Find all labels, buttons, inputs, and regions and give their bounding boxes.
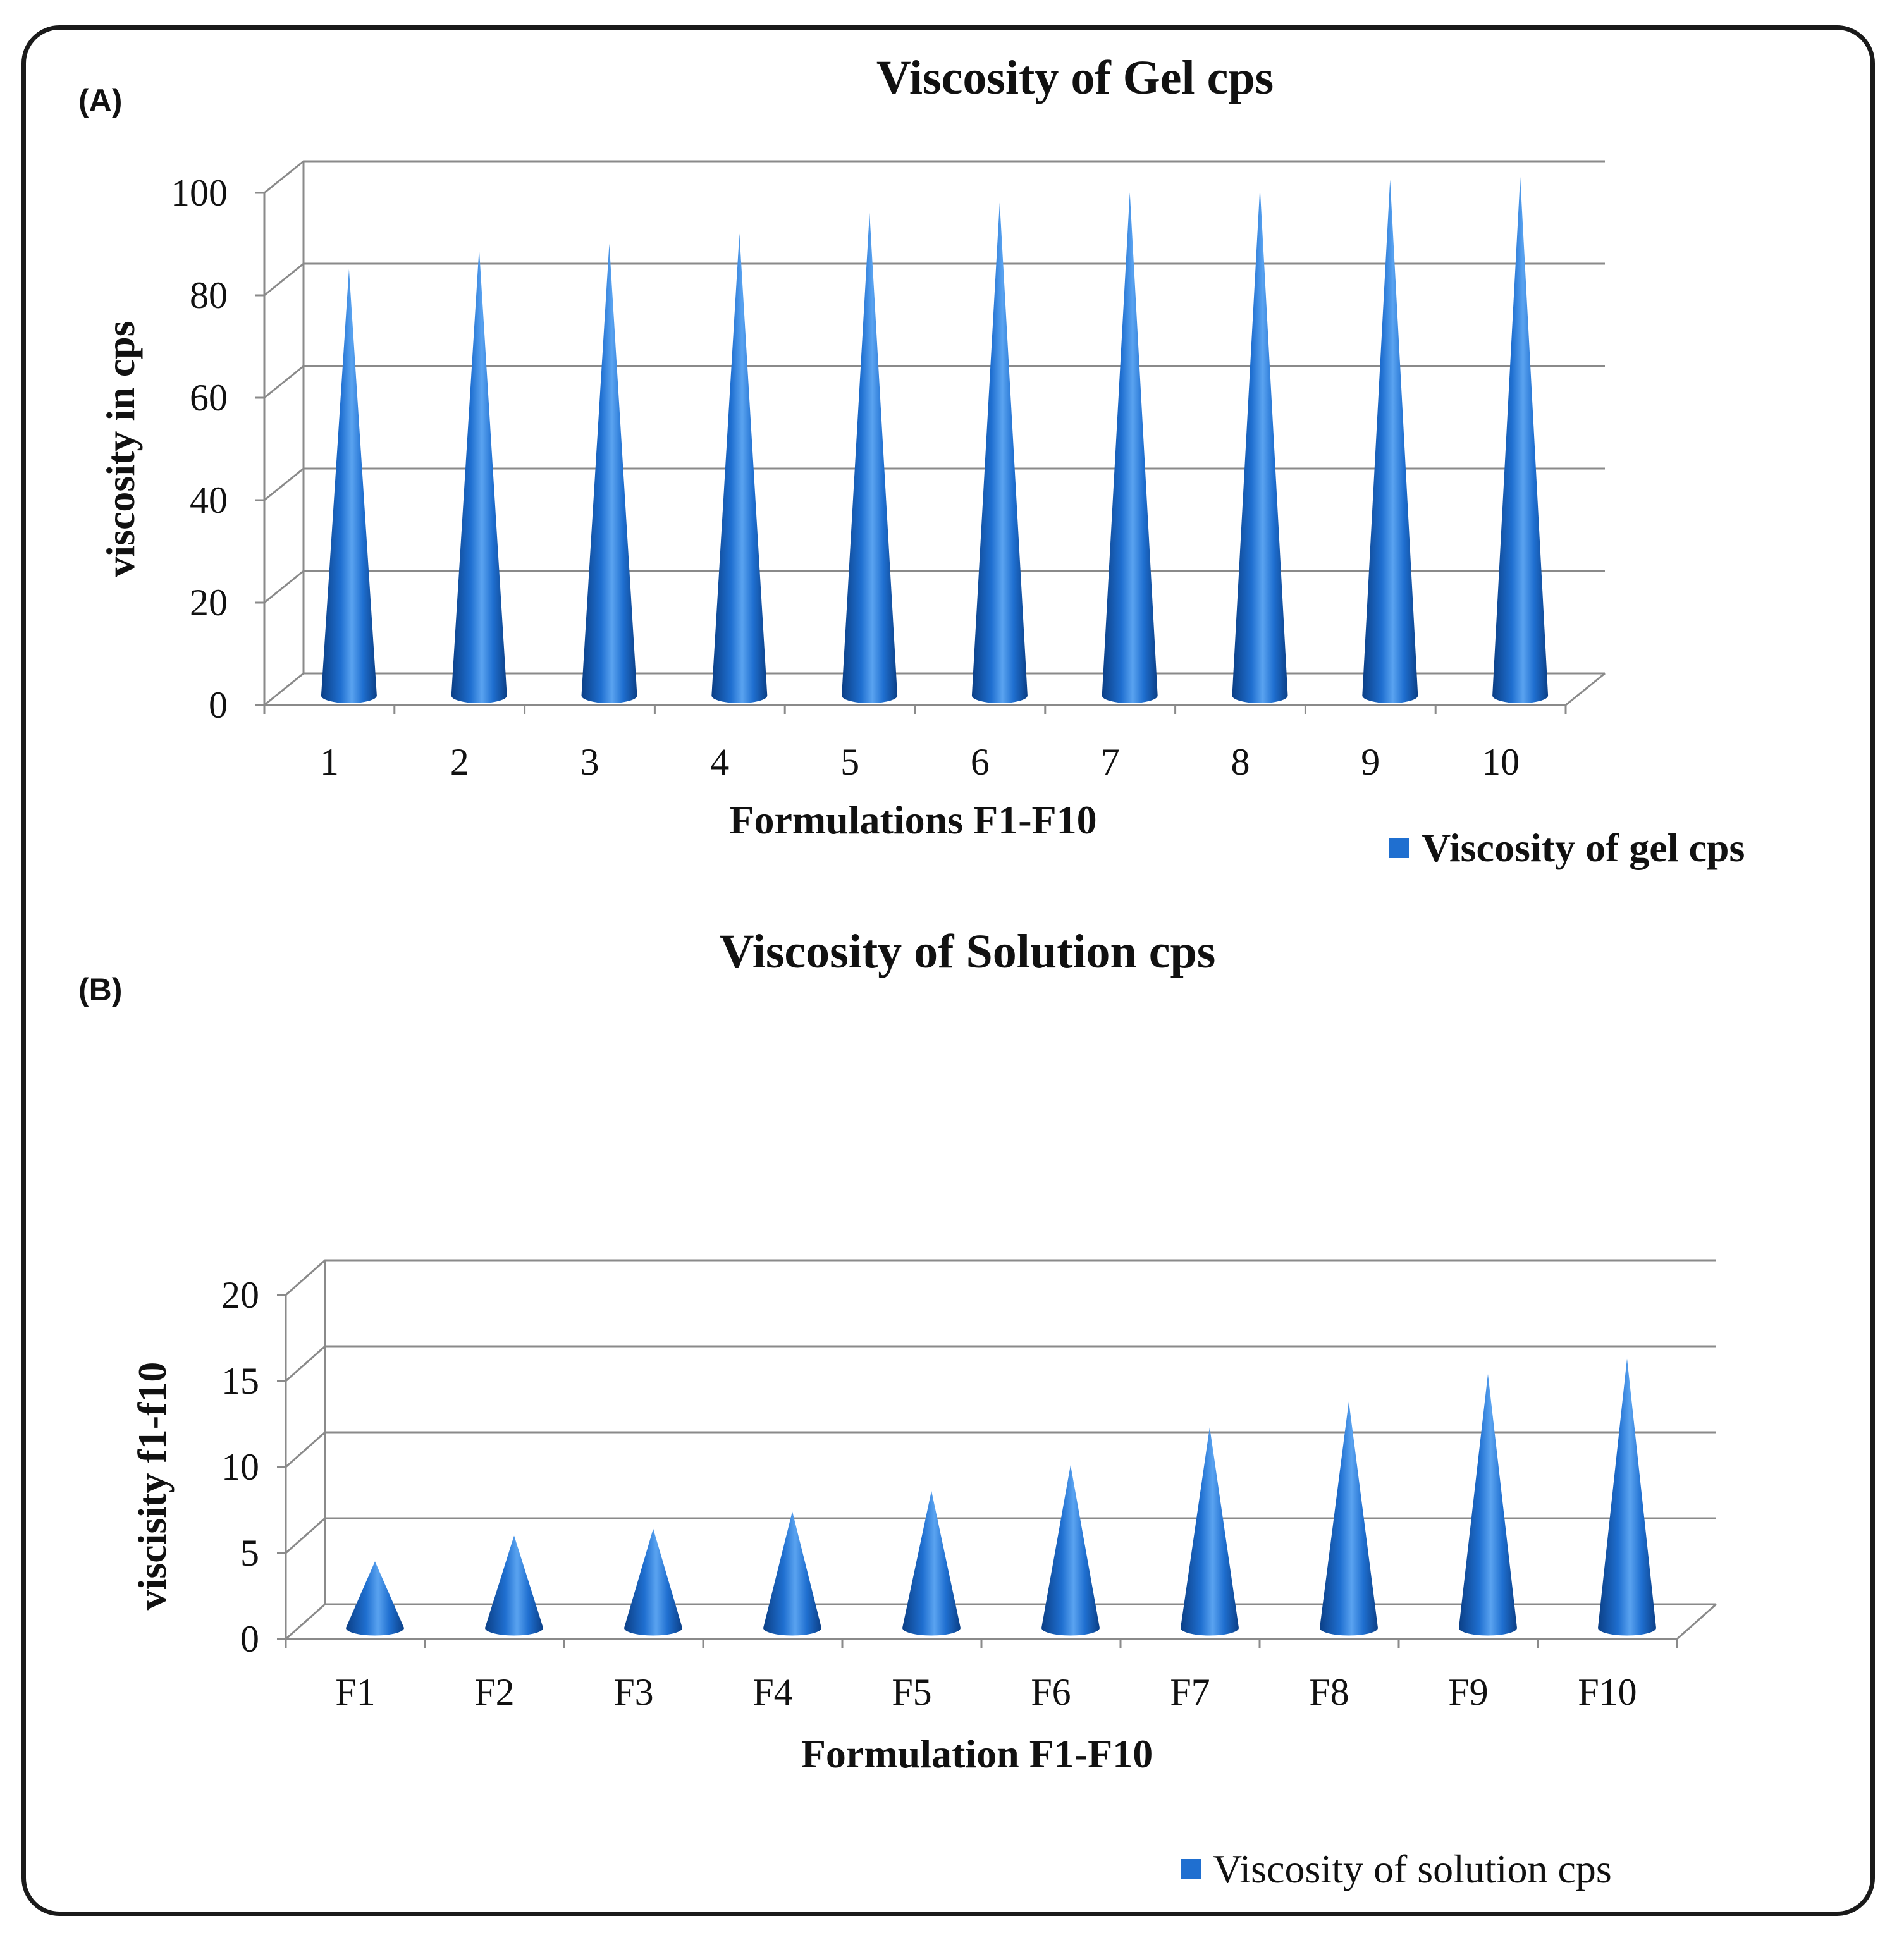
panel-a-legend-label: Viscosity of gel cps bbox=[1422, 825, 1745, 870]
y-tick-label: 40 bbox=[190, 479, 228, 521]
x-tick-label: F1 bbox=[335, 1671, 375, 1713]
panel-b-y-ticks: 0 5 10 15 20 bbox=[221, 1274, 259, 1660]
gridline bbox=[285, 1431, 1716, 1468]
panel-b-label: (B) bbox=[78, 972, 122, 1007]
y-tick-label: 20 bbox=[190, 582, 228, 623]
x-tick-label: 2 bbox=[450, 741, 469, 783]
cone-bar bbox=[1320, 1401, 1378, 1636]
cone-bar bbox=[321, 269, 377, 703]
cone-bar bbox=[902, 1490, 961, 1636]
panel-a-legend: Viscosity of gel cps bbox=[1389, 825, 1745, 870]
cone-bar bbox=[971, 202, 1028, 703]
cone-bar bbox=[1492, 177, 1549, 703]
x-tick-label: 6 bbox=[971, 741, 990, 783]
cone-bar bbox=[1102, 192, 1158, 703]
panel-b-legend: Viscosity of solution cps bbox=[1181, 1846, 1612, 1891]
y-tick-label: 5 bbox=[240, 1532, 259, 1574]
x-tick-label: F8 bbox=[1309, 1671, 1349, 1713]
gridline bbox=[264, 160, 1605, 194]
cone-bar bbox=[1598, 1358, 1656, 1636]
panel-a-legend-swatch bbox=[1389, 838, 1409, 858]
panel-b-legend-label: Viscosity of solution cps bbox=[1213, 1846, 1612, 1891]
x-tick-label: 10 bbox=[1482, 741, 1520, 783]
cone-bar bbox=[624, 1528, 682, 1636]
x-tick-label: F9 bbox=[1448, 1671, 1488, 1713]
x-tick-label: 5 bbox=[840, 741, 859, 783]
panel-b-cones bbox=[346, 1358, 1656, 1636]
x-tick-label: 8 bbox=[1231, 741, 1250, 783]
cone-bar bbox=[1181, 1427, 1239, 1636]
cone-bar bbox=[346, 1561, 404, 1636]
y-tick-label: 0 bbox=[209, 684, 228, 726]
panel-a: (A) Viscosity of Gel cps 0 20 40 60 80 100 1 2… bbox=[78, 51, 1745, 870]
panel-a-x-axis-label: Formulations F1-F10 bbox=[729, 797, 1096, 842]
y-tick-label: 15 bbox=[221, 1360, 259, 1402]
panel-a-y-ticks: 0 20 40 60 80 100 bbox=[171, 172, 228, 726]
gridline bbox=[264, 672, 1605, 706]
cone-bar bbox=[1362, 180, 1418, 703]
cone-bar bbox=[1459, 1373, 1517, 1636]
y-tick-label: 10 bbox=[221, 1446, 259, 1488]
gridline bbox=[285, 1259, 1716, 1296]
x-tick-label: F2 bbox=[474, 1671, 514, 1713]
panel-b-x-ticks: F1 F2 F3 F4 F5 F6 F7 F8 F9 F10 bbox=[335, 1671, 1637, 1713]
x-tick-label: 9 bbox=[1361, 741, 1380, 783]
panel-a-title: Viscosity of Gel cps bbox=[876, 51, 1274, 104]
y-tick-label: 100 bbox=[171, 172, 228, 214]
x-tick-label: F5 bbox=[892, 1671, 931, 1713]
x-tick-label: F7 bbox=[1170, 1671, 1210, 1713]
panel-a-grid bbox=[255, 160, 1606, 714]
gridline bbox=[264, 365, 1605, 399]
panel-b-title: Viscosity of Solution cps bbox=[720, 925, 1216, 978]
cone-bar bbox=[1041, 1464, 1100, 1636]
x-tick-label: 1 bbox=[320, 741, 339, 783]
panel-a-label: (A) bbox=[78, 83, 122, 118]
gridline bbox=[264, 262, 1605, 297]
panel-b-y-axis-label: viscisity f1-f10 bbox=[130, 1362, 175, 1611]
cone-bar bbox=[581, 243, 637, 703]
x-tick-label: F10 bbox=[1578, 1671, 1637, 1713]
gridline bbox=[285, 1603, 1716, 1640]
panel-b-grid bbox=[277, 1259, 1717, 1648]
gridline bbox=[285, 1345, 1716, 1382]
cone-bar bbox=[711, 233, 768, 704]
y-tick-label: 20 bbox=[221, 1274, 259, 1316]
cone-bar bbox=[1232, 187, 1288, 703]
panel-a-x-ticks: 1 2 3 4 5 6 7 8 9 10 bbox=[320, 741, 1520, 783]
panel-a-cones bbox=[321, 177, 1549, 704]
cone-bar bbox=[485, 1535, 543, 1636]
x-tick-label: F6 bbox=[1031, 1671, 1071, 1713]
y-tick-label: 0 bbox=[240, 1618, 259, 1660]
x-tick-label: F4 bbox=[752, 1671, 792, 1713]
x-tick-label: 7 bbox=[1101, 741, 1120, 783]
y-tick-label: 80 bbox=[190, 274, 228, 316]
gridline bbox=[264, 467, 1605, 501]
panel-b-legend-swatch bbox=[1181, 1859, 1201, 1879]
cone-bar bbox=[842, 212, 898, 703]
x-tick-label: 3 bbox=[580, 741, 599, 783]
x-tick-label: 4 bbox=[710, 741, 729, 783]
panel-b: (B) Viscosity of Solution cps 0 5 10 15 20 F… bbox=[78, 925, 1717, 1891]
cone-bar bbox=[763, 1511, 821, 1636]
x-tick-label: F3 bbox=[613, 1671, 653, 1713]
gridline bbox=[285, 1517, 1716, 1554]
y-tick-label: 60 bbox=[190, 377, 228, 419]
gridline bbox=[264, 570, 1605, 604]
cone-bar bbox=[451, 249, 507, 703]
panel-a-y-axis-label: viscosity in cps bbox=[98, 321, 143, 577]
panel-b-x-axis-label: Formulation F1-F10 bbox=[801, 1731, 1153, 1776]
